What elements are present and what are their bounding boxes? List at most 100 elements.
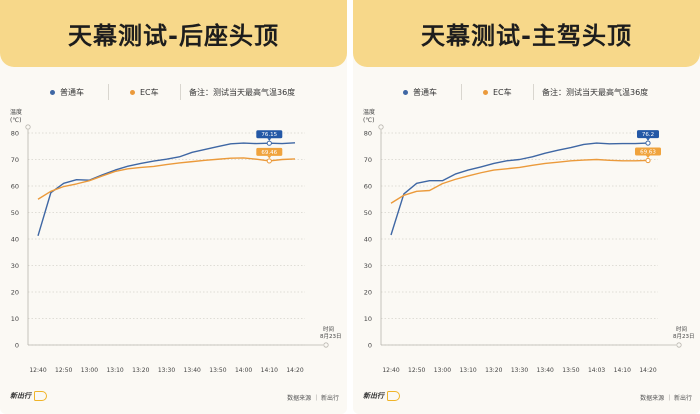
x-tick-label: 13:50 <box>562 367 579 374</box>
chart-panel-driver: 天幕测试-主驾头顶 普通车 EC车 备注：测试当天最高气温36度 温度 (℃) 0 1… <box>353 0 700 414</box>
y-tick-label: 10 <box>11 315 19 323</box>
chart-title: 天幕测试-主驾头顶 <box>421 22 632 50</box>
legend-item-ec: EC车 <box>483 87 512 98</box>
footer-source: 数据来源 ｜ 新出行 <box>640 395 692 402</box>
y-tick-label: 80 <box>11 130 19 138</box>
x-tick-label: 14:03 <box>588 367 605 374</box>
legend-divider <box>461 84 462 100</box>
x-tick-label: 13:30 <box>158 367 175 374</box>
series-line <box>390 158 649 204</box>
x-tick-label: 14:10 <box>614 367 631 374</box>
y-tick-label: 0 <box>368 342 372 350</box>
data-point-marker <box>645 140 651 146</box>
x-tick-label: 13:20 <box>132 367 149 374</box>
x-tick-label: 13:20 <box>485 367 502 374</box>
y-tick-label: 60 <box>11 183 19 191</box>
x-tick-label: 12:50 <box>408 367 425 374</box>
legend-dot-ordinary-icon <box>50 90 55 95</box>
data-label-badge <box>256 147 283 156</box>
legend-note: 备注：测试当天最高气温36度 <box>542 88 649 97</box>
y-tick-label: 60 <box>364 183 372 191</box>
x-tick-label: 13:40 <box>537 367 554 374</box>
x-tick-label: 12:50 <box>55 367 72 374</box>
x-tick-label: 14:10 <box>261 367 278 374</box>
y-tick-label: 40 <box>11 236 19 244</box>
legend-label-ec: EC车 <box>493 88 512 97</box>
x-tick-label: 13:10 <box>106 367 123 374</box>
y-tick-label: 30 <box>11 262 19 270</box>
chart-panel-rear: 天幕测试-后座头顶 普通车 EC车 备注：测试当天最高气温36度 温度 (℃) 0 1… <box>0 0 347 414</box>
y-tick-label: 20 <box>364 289 372 297</box>
data-label-badge <box>635 147 661 156</box>
x-axis-end-icon <box>676 342 682 348</box>
legend-label-ec: EC车 <box>140 88 159 97</box>
y-tick-label: 50 <box>364 209 372 217</box>
legend: 普通车 EC车 备注：测试当天最高气温36度 <box>353 82 700 102</box>
legend-note: 备注：测试当天最高气温36度 <box>189 88 296 97</box>
x-axis-date: 8月23日 <box>320 333 342 340</box>
legend-item-ec: EC车 <box>130 87 159 98</box>
data-label-pointer <box>267 138 272 141</box>
data-label-pointer <box>267 155 272 159</box>
logo-mark-icon <box>34 391 47 401</box>
data-label-pointer <box>646 138 650 141</box>
legend-divider <box>180 84 181 100</box>
x-tick-label: 13:10 <box>459 367 476 374</box>
title-bar: 天幕测试-后座头顶 <box>0 0 347 67</box>
y-axis-unit: (℃) <box>10 117 21 124</box>
chart-title: 天幕测试-后座头顶 <box>68 22 279 50</box>
legend-dot-ordinary-icon <box>403 90 408 95</box>
data-point-marker <box>645 157 651 164</box>
y-tick-label: 20 <box>11 289 19 297</box>
footer-logo-text: 新出行 <box>10 392 31 400</box>
data-label-pointer <box>646 155 650 158</box>
legend-item-ordinary: 普通车 <box>50 87 84 98</box>
y-tick-label: 30 <box>364 262 372 270</box>
x-axis-label: 时间 <box>676 325 687 333</box>
data-label: 69.46 <box>261 150 277 156</box>
footer-source: 数据来源 ｜ 新出行 <box>287 395 339 402</box>
x-axis-end-icon <box>323 342 329 348</box>
x-tick-label: 12:40 <box>29 367 46 374</box>
logo-mark-icon <box>387 391 400 401</box>
footer-logo: 新出行 <box>363 391 400 401</box>
x-tick-label: 14:20 <box>286 367 303 374</box>
x-tick-label: 13:00 <box>81 367 98 374</box>
legend-divider <box>533 84 534 100</box>
legend-label-ordinary: 普通车 <box>60 88 84 97</box>
y-tick-label: 10 <box>364 315 372 323</box>
y-tick-label: 40 <box>364 236 372 244</box>
footer-logo-text: 新出行 <box>363 392 384 400</box>
data-label-badge <box>637 130 659 139</box>
y-tick-label: 0 <box>15 342 19 350</box>
x-axis-label: 时间 <box>323 325 334 333</box>
data-label: 69.63 <box>640 149 656 155</box>
y-axis-label: 温度 <box>10 108 22 116</box>
legend-dot-ec-icon <box>483 90 488 95</box>
x-tick-label: 13:30 <box>511 367 528 374</box>
x-axis-date: 8月23日 <box>673 333 695 340</box>
legend-dot-ec-icon <box>130 90 135 95</box>
legend-divider <box>108 84 109 100</box>
y-axis-label: 温度 <box>363 108 375 116</box>
series-line <box>37 142 296 237</box>
y-axis-end-icon <box>378 124 384 130</box>
title-bar: 天幕测试-主驾头顶 <box>353 0 700 67</box>
y-axis-end-icon <box>25 124 31 130</box>
x-tick-label: 13:50 <box>209 367 226 374</box>
data-point-marker <box>266 158 272 164</box>
data-point-marker <box>266 140 272 146</box>
y-tick-label: 50 <box>11 209 19 217</box>
footer-logo: 新出行 <box>10 391 47 401</box>
x-tick-label: 13:40 <box>184 367 201 374</box>
legend-item-ordinary: 普通车 <box>403 87 437 98</box>
y-tick-label: 70 <box>11 156 19 164</box>
series-line <box>37 157 296 200</box>
y-tick-label: 80 <box>364 130 372 138</box>
x-tick-label: 12:40 <box>382 367 399 374</box>
legend: 普通车 EC车 备注：测试当天最高气温36度 <box>0 82 347 102</box>
data-label: 76.15 <box>261 132 277 138</box>
data-label: 76.2 <box>642 132 654 138</box>
